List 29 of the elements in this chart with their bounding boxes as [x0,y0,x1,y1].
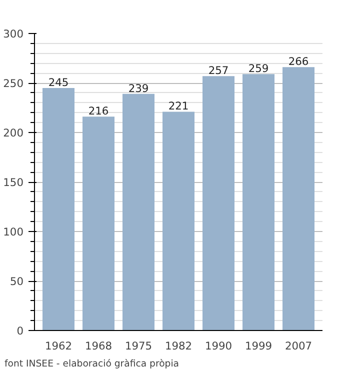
bar [282,67,314,330]
bar [202,76,234,330]
y-tick-label: 300 [3,28,24,40]
y-tick-label: 0 [16,324,24,338]
x-tick-label: 1962 [44,340,72,352]
y-tick-label: 200 [3,126,24,140]
y-tick-label: 250 [3,77,24,90]
text: font INSEE - elaboració gràfica pròpia [4,358,180,370]
data-label: 266 [288,55,309,68]
bar [122,94,154,330]
data-label: 245 [48,76,69,89]
bar [42,88,74,330]
data-label: 259 [248,62,269,76]
x-tick-label: 1982 [164,340,192,352]
y-tick-label: 100 [3,226,24,238]
y-tick-label: 50 [10,275,24,288]
data-label: 216 [88,104,109,118]
y-tick-label: 150 [3,176,24,189]
x-tick-label: 1999 [244,340,272,352]
bar [82,116,114,330]
data-label: 239 [128,82,149,95]
x-tick-label: 1990 [204,340,232,352]
data-label: 257 [208,64,229,78]
x-tick-label: 2007 [284,340,312,352]
x-tick-label: 1968 [84,340,112,352]
data-label: 221 [168,100,189,113]
x-tick-label: 1975 [124,340,152,352]
bar [162,112,194,330]
bar [242,74,274,330]
